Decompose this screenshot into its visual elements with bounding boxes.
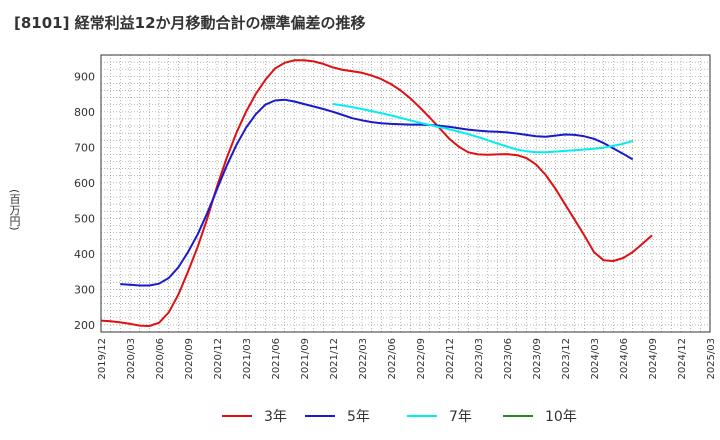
x-tick-label: 2024/12 xyxy=(677,338,688,380)
x-tick-label: 2019/12 xyxy=(97,338,108,380)
x-tick-label: 2023/03 xyxy=(474,338,485,380)
x-tick-label: 2021/09 xyxy=(300,338,311,380)
x-tick-label: 2020/06 xyxy=(155,338,166,380)
legend-swatch xyxy=(305,415,335,417)
legend-item: 10年 xyxy=(503,404,577,428)
x-tick-label: 2024/06 xyxy=(619,338,630,380)
legend-item: 7年 xyxy=(407,404,472,428)
x-tick-label: 2024/03 xyxy=(590,338,601,380)
legend-swatch xyxy=(503,415,533,417)
x-tick-label: 2022/12 xyxy=(445,338,456,380)
legend-label: 10年 xyxy=(545,409,577,425)
x-tick-label: 2020/09 xyxy=(184,338,195,380)
x-tick-label: 2022/03 xyxy=(358,338,369,380)
legend-label: 3年 xyxy=(264,409,287,425)
x-tick-label: 2023/12 xyxy=(561,338,572,380)
chart-title: [8101] 経常利益12か月移動合計の標準偏差の推移 xyxy=(14,14,366,32)
x-tick-label: 2021/06 xyxy=(271,338,282,380)
legend-item: 5年 xyxy=(305,404,370,428)
x-tick-label: 2020/12 xyxy=(213,338,224,380)
legend-swatch xyxy=(407,415,437,417)
x-tick-label: 2022/09 xyxy=(416,338,427,380)
legend-label: 5年 xyxy=(347,409,370,425)
y-tick-label: 700 xyxy=(74,141,95,154)
series-line-7年 xyxy=(332,103,633,154)
x-tick-label: 2024/09 xyxy=(648,338,659,380)
x-tick-label: 2022/06 xyxy=(387,338,398,380)
legend-item: 3年 xyxy=(222,404,287,428)
x-tick-label: 2021/12 xyxy=(329,338,340,380)
y-tick-label: 500 xyxy=(74,212,95,225)
y-tick-label: 200 xyxy=(74,319,95,332)
y-tick-label: 300 xyxy=(74,283,95,296)
x-tick-label: 2021/03 xyxy=(242,338,253,380)
series-line-3年 xyxy=(100,59,653,327)
x-tick-label: 2020/03 xyxy=(126,338,137,380)
legend-swatch xyxy=(222,415,252,417)
x-tick-label: 2025/03 xyxy=(706,338,717,380)
y-tick-label: 400 xyxy=(74,248,95,261)
y-tick-label: 900 xyxy=(74,70,95,83)
y-axis-label: (百万円) xyxy=(8,189,21,231)
plot-frame xyxy=(100,54,711,333)
y-tick-label: 600 xyxy=(74,177,95,190)
legend: 3年 5年 7年 10年 xyxy=(0,404,720,428)
x-tick-label: 2023/09 xyxy=(532,338,543,380)
legend-label: 7年 xyxy=(449,409,472,425)
x-tick-label: 2023/06 xyxy=(503,338,514,380)
series-line-5年 xyxy=(120,98,634,287)
y-tick-label: 800 xyxy=(74,106,95,119)
